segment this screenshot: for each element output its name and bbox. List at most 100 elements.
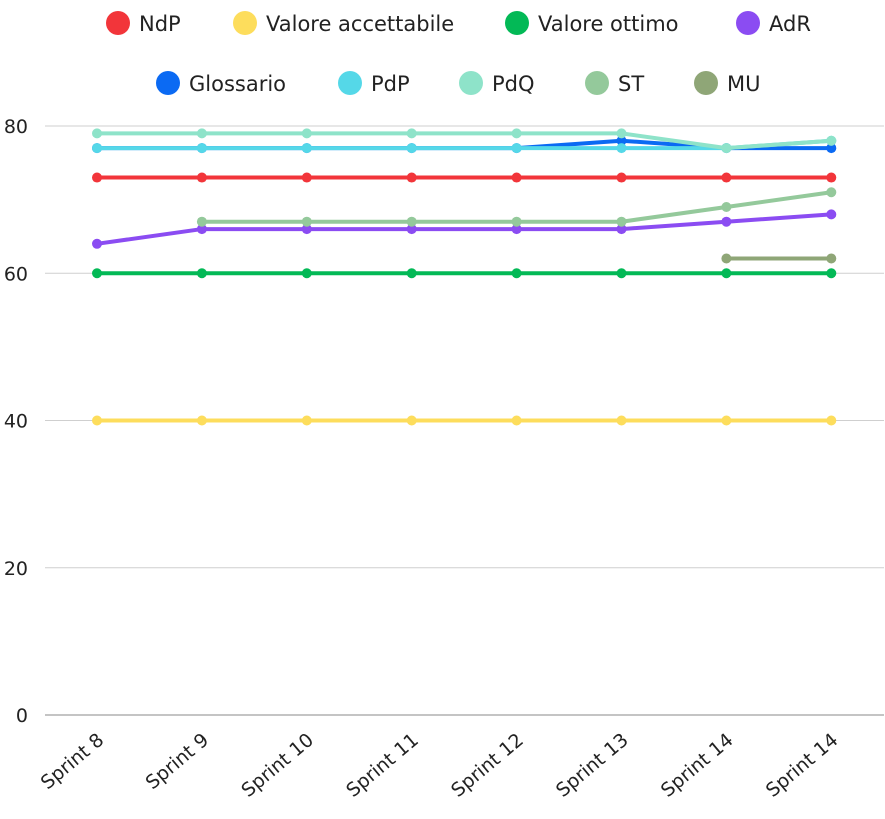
legend-swatch (459, 71, 483, 95)
data-point[interactable] (92, 143, 102, 154)
data-point[interactable] (196, 172, 207, 183)
data-point[interactable] (511, 172, 522, 183)
data-point[interactable] (301, 128, 312, 139)
data-point[interactable] (826, 415, 837, 426)
series-valore-ottimo (92, 268, 837, 279)
data-point[interactable] (196, 143, 207, 154)
series-line (95, 212, 834, 246)
series-line (95, 131, 834, 151)
data-point[interactable] (826, 253, 837, 264)
data-point[interactable] (196, 216, 207, 227)
data-point[interactable] (301, 224, 312, 235)
data-point[interactable] (406, 415, 417, 426)
data-point[interactable] (616, 135, 627, 146)
y-axis-ticks: 0 20 40 60 80 (4, 116, 28, 727)
data-point[interactable] (616, 268, 627, 279)
legend-item[interactable]: Glossario (156, 71, 286, 96)
data-point[interactable] (92, 128, 102, 139)
data-point[interactable] (406, 128, 417, 139)
data-point[interactable] (616, 415, 627, 426)
legend: NdP Valore accettabile Valore ottimo AdR Glo… (106, 11, 811, 96)
data-point[interactable] (721, 253, 732, 264)
data-point[interactable] (301, 172, 312, 183)
x-tick-label: Sprint 14 (657, 729, 738, 802)
legend-label: PdQ (492, 72, 535, 96)
data-point[interactable] (616, 216, 627, 227)
data-point[interactable] (301, 216, 312, 227)
x-tick-label: Sprint 12 (447, 729, 528, 802)
data-point[interactable] (301, 415, 312, 426)
series-st (196, 187, 837, 227)
legend-item[interactable]: MU (694, 71, 761, 96)
data-point[interactable] (721, 268, 732, 279)
data-point[interactable] (511, 415, 522, 426)
x-tick-label: Sprint 13 (552, 729, 633, 802)
x-tick-label: Sprint 14 (762, 729, 843, 802)
legend-item[interactable]: ST (585, 71, 644, 96)
data-point[interactable] (826, 135, 837, 146)
data-point[interactable] (721, 415, 732, 426)
data-point[interactable] (721, 143, 732, 154)
legend-swatch (736, 11, 760, 35)
data-point[interactable] (196, 415, 207, 426)
legend-label: ST (618, 72, 644, 96)
series-pdq (92, 128, 837, 154)
data-point[interactable] (721, 216, 732, 227)
data-point[interactable] (196, 268, 207, 279)
data-point[interactable] (511, 224, 522, 235)
legend-label: MU (727, 72, 761, 96)
data-point[interactable] (92, 268, 102, 279)
data-point[interactable] (511, 128, 522, 139)
data-point[interactable] (511, 143, 522, 154)
legend-item[interactable]: Valore ottimo (505, 11, 679, 36)
legend-label: Valore accettabile (266, 12, 454, 36)
legend-label: PdP (371, 72, 410, 96)
data-point[interactable] (721, 172, 732, 183)
y-tick-label: 0 (16, 705, 28, 727)
data-point[interactable] (826, 268, 837, 279)
series-adr (92, 209, 837, 249)
y-tick-label: 60 (4, 263, 28, 285)
legend-item[interactable]: NdP (106, 11, 181, 36)
data-point[interactable] (511, 268, 522, 279)
series-mu (721, 253, 837, 264)
data-point[interactable] (301, 143, 312, 154)
data-point[interactable] (92, 238, 102, 249)
series-ndp (92, 172, 837, 183)
data-point[interactable] (196, 128, 207, 139)
data-point[interactable] (616, 128, 627, 139)
data-point[interactable] (826, 143, 837, 154)
legend-item[interactable]: Valore accettabile (233, 11, 454, 36)
data-point[interactable] (616, 224, 627, 235)
legend-label: AdR (769, 12, 811, 36)
data-point[interactable] (826, 209, 837, 220)
legend-swatch (233, 11, 257, 35)
data-point[interactable] (301, 268, 312, 279)
data-point[interactable] (406, 224, 417, 235)
data-point[interactable] (616, 143, 627, 154)
data-point[interactable] (616, 172, 627, 183)
legend-swatch (585, 71, 609, 95)
data-point[interactable] (826, 187, 837, 198)
x-tick-label: Sprint 10 (237, 729, 318, 802)
data-point[interactable] (721, 201, 732, 212)
legend-swatch (505, 11, 529, 35)
legend-swatch (338, 71, 362, 95)
legend-item[interactable]: AdR (736, 11, 811, 36)
legend-item[interactable]: PdP (338, 71, 410, 96)
data-point[interactable] (406, 216, 417, 227)
x-tick-label: Sprint 9 (142, 729, 213, 794)
data-point[interactable] (92, 415, 102, 426)
data-point[interactable] (826, 172, 837, 183)
data-point[interactable] (196, 224, 207, 235)
x-tick-label: Sprint 11 (342, 729, 423, 802)
legend-item[interactable]: PdQ (459, 71, 535, 96)
data-point[interactable] (511, 216, 522, 227)
data-point[interactable] (406, 143, 417, 154)
data-point[interactable] (406, 172, 417, 183)
data-point[interactable] (92, 172, 102, 183)
x-axis-ticks: Sprint 8 Sprint 9 Sprint 10 Sprint 11 Sprint… (37, 729, 843, 802)
data-point[interactable] (406, 268, 417, 279)
legend-label: Glossario (189, 72, 286, 96)
